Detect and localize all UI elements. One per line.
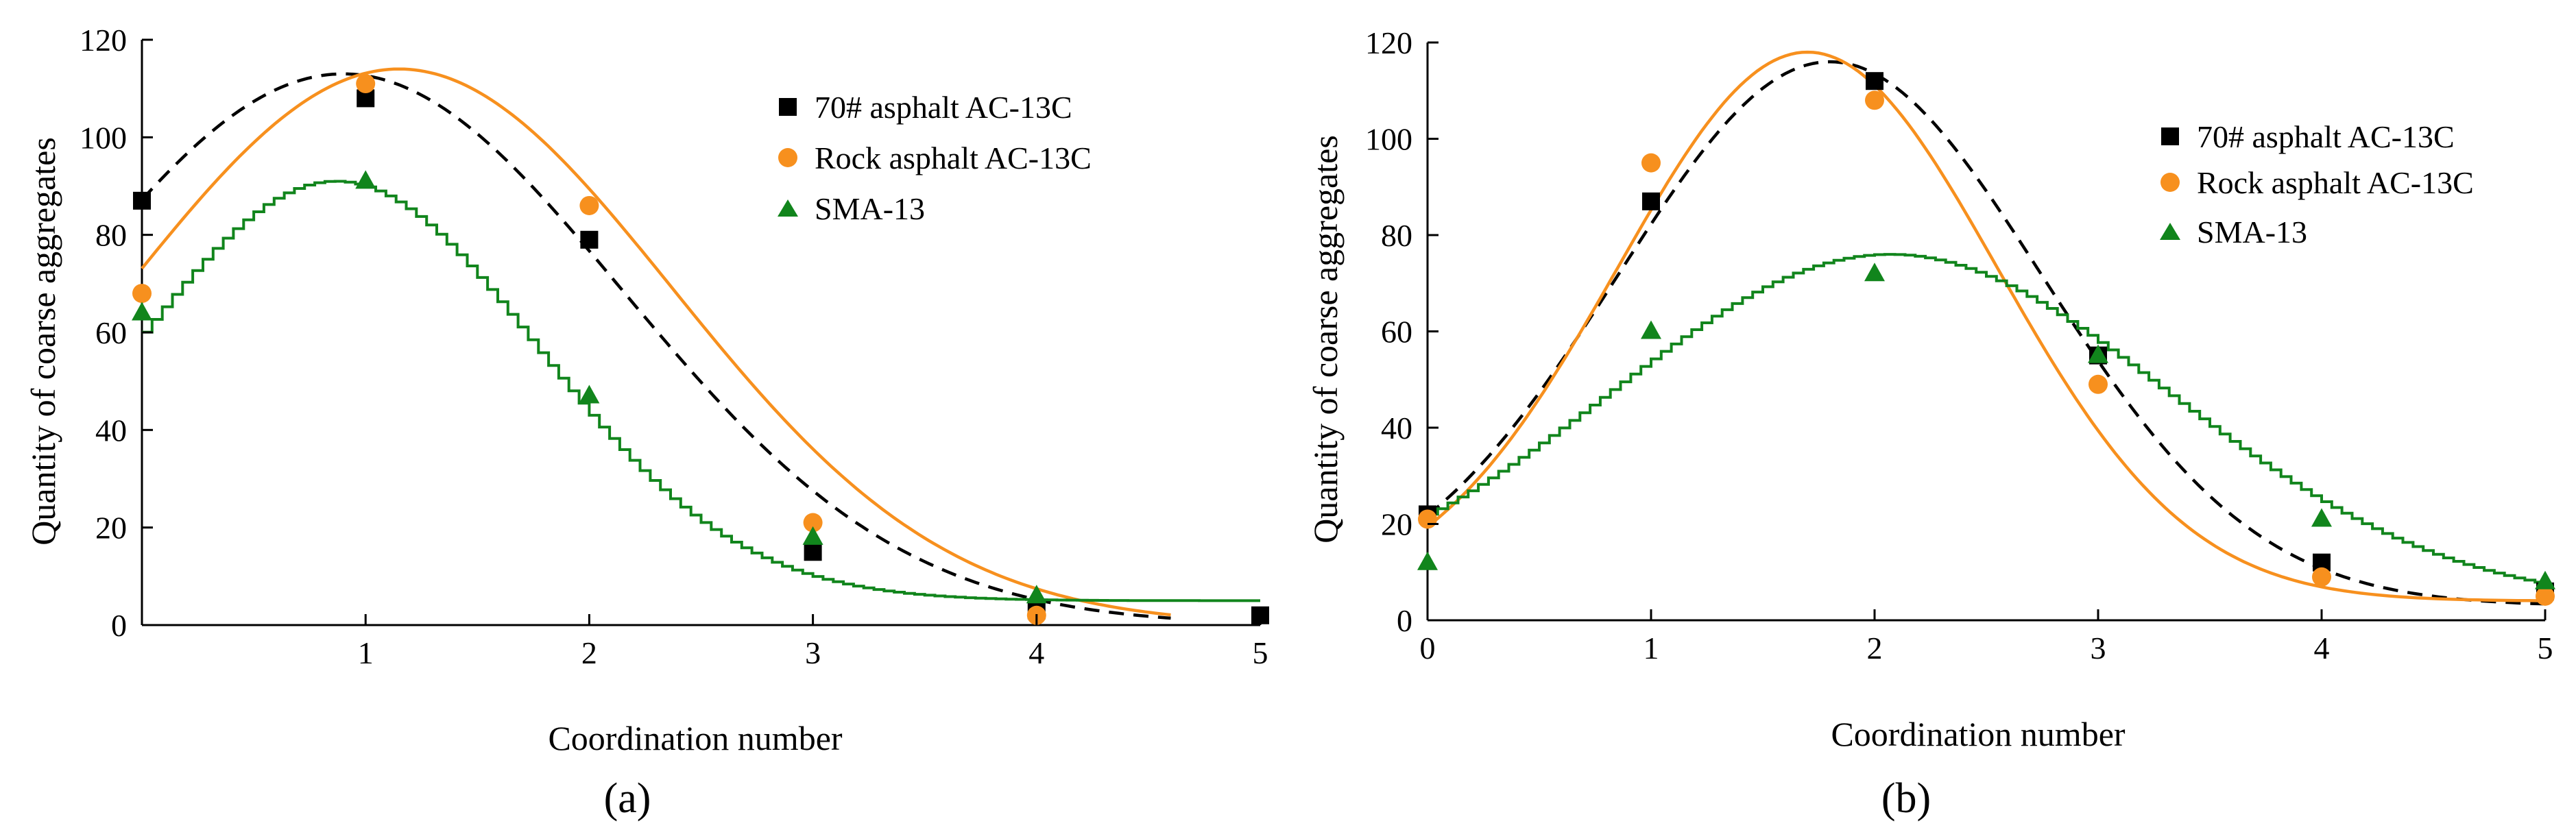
panel-label-b: (b): [1881, 775, 1931, 822]
fit-curve-70-asphalt-ac-13c: [1426, 60, 2546, 606]
data-point-triangle: [2311, 508, 2332, 527]
data-point-circle: [2089, 374, 2108, 394]
y-tick-label: 60: [1381, 315, 1412, 350]
legend-label-sma: SMA-13: [815, 191, 925, 226]
y-tick-label: 80: [95, 218, 127, 253]
data-point-square: [580, 230, 599, 249]
y-tick-label: 60: [95, 315, 127, 350]
fit-curves: [1426, 50, 2547, 606]
data-point-circle: [1865, 90, 1884, 110]
x-tick-label: 4: [2314, 631, 2330, 666]
data-point-triangle: [1417, 551, 1438, 570]
data-point-square: [1642, 192, 1660, 210]
legend-marker-triangle: [2160, 223, 2180, 240]
data-point-circle: [579, 195, 599, 215]
y-tick-label: 120: [80, 23, 127, 58]
x-tick-label: 2: [581, 635, 597, 670]
x-tick-label: 5: [1253, 635, 1268, 670]
chart-panel-a: 1 2 3 4 5 0 20 40 60 80 100 120 Coordination number…: [24, 23, 1269, 822]
data-point-circle: [1418, 509, 1437, 529]
data-point-triangle: [132, 302, 152, 321]
legend-marker-square: [2161, 127, 2179, 145]
legend-label-70-asphalt: 70# asphalt AC-13C: [815, 90, 1072, 125]
chart-panel-b: 0 1 2 3 4 5 0 20 40 60 80 100 120 Coordination numbe…: [1306, 25, 2555, 822]
plot-frame: [141, 40, 1260, 626]
data-point-circle: [132, 284, 152, 304]
y-tick-label: 100: [80, 120, 127, 155]
legend: 70# asphalt AC-13C Rock asphalt AC-13C S…: [2160, 119, 2474, 249]
legend-label-sma: SMA-13: [2197, 215, 2307, 249]
legend: 70# asphalt AC-13C Rock asphalt AC-13C S…: [778, 90, 1092, 226]
data-point-circle: [2536, 586, 2555, 606]
y-tick-label: 120: [1365, 25, 1412, 60]
x-tick-label: 1: [1644, 631, 1659, 666]
legend-label-rock-asphalt: Rock asphalt AC-13C: [2197, 165, 2474, 200]
y-tick-label: 20: [1381, 507, 1412, 542]
fit-curve-rock-asphalt-ac-13c: [141, 67, 1171, 617]
axis-ticks: 1 2 3 4 5 0 20 40 60 80 100 120: [80, 23, 1268, 670]
legend-marker-triangle: [778, 199, 798, 217]
data-point-triangle: [802, 526, 823, 545]
data-point-triangle: [579, 385, 600, 404]
y-tick-label: 0: [1397, 603, 1412, 638]
x-tick-label: 3: [805, 635, 821, 670]
y-axis-title: Quantity of coarse aggregates: [24, 137, 62, 546]
data-point-square: [1866, 72, 1883, 90]
data-point-circle: [2312, 567, 2331, 587]
fit-curves: [141, 67, 1260, 620]
fit-curve-sma-13: [1428, 253, 2547, 585]
data-point-triangle: [1026, 585, 1047, 604]
x-axis-title: Coordination number: [1831, 715, 2125, 753]
y-tick-label: 40: [95, 413, 127, 448]
data-points: [132, 74, 1269, 625]
legend-label-70-asphalt: 70# asphalt AC-13C: [2197, 119, 2455, 154]
legend-marker-circle: [2160, 173, 2180, 192]
data-point-triangle: [2088, 344, 2108, 363]
data-point-triangle: [1864, 263, 1885, 282]
fit-curve-70-asphalt-ac-13c: [141, 72, 1171, 620]
panel-label-a: (a): [604, 775, 651, 822]
x-tick-label: 2: [1867, 631, 1883, 666]
x-tick-label: 4: [1028, 635, 1044, 670]
data-point-triangle: [2535, 570, 2555, 589]
x-tick-label: 1: [358, 635, 374, 670]
data-point-circle: [1641, 153, 1661, 173]
data-point-square: [133, 191, 151, 210]
x-axis-title: Coordination number: [548, 719, 842, 757]
legend-marker-square: [779, 98, 797, 116]
x-tick-label: 3: [2091, 631, 2106, 666]
y-tick-label: 40: [1381, 411, 1412, 445]
axis-ticks: 0 1 2 3 4 5 0 20 40 60 80 100 120: [1365, 25, 2553, 666]
y-tick-label: 20: [95, 511, 127, 546]
y-axis-title: Quantity of coarse aggregates: [1306, 135, 1345, 544]
data-point-triangle: [355, 170, 376, 189]
x-tick-label: 0: [1420, 631, 1436, 666]
data-point-triangle: [1641, 320, 1661, 339]
y-tick-label: 0: [111, 608, 127, 643]
y-tick-label: 80: [1381, 218, 1412, 253]
data-points: [1417, 72, 2555, 606]
x-tick-label: 5: [2538, 631, 2553, 666]
fit-curve-sma-13: [142, 180, 1260, 602]
fit-curve-rock-asphalt-ac-13c: [1426, 50, 2546, 602]
legend-marker-circle: [778, 148, 797, 167]
data-point-circle: [803, 513, 823, 533]
data-point-square: [804, 543, 822, 561]
data-point-circle: [356, 74, 376, 94]
legend-label-rock-asphalt: Rock asphalt AC-13C: [815, 141, 1092, 175]
y-tick-label: 100: [1365, 122, 1412, 157]
